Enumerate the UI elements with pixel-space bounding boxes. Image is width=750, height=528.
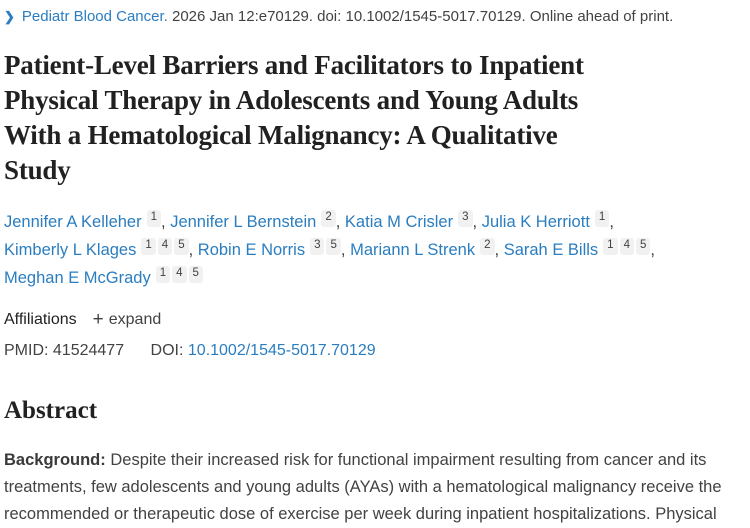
author: Kimberly L Klages 1 4 5, bbox=[4, 238, 194, 259]
affiliation-sup-badge[interactable]: 5 bbox=[174, 238, 189, 255]
journal-link[interactable]: Pediatr Blood Cancer. bbox=[21, 8, 168, 25]
title-line: Study bbox=[4, 155, 71, 185]
background-label: Background: bbox=[4, 450, 106, 469]
author-link[interactable]: Robin E Norris bbox=[197, 241, 306, 259]
affiliation-sup-badge[interactable]: 2 bbox=[480, 238, 495, 255]
doi-group: DOI: 10.1002/1545-5017.70129 bbox=[151, 342, 376, 359]
author: Meghan E McGrady 1 4 5 bbox=[4, 266, 203, 287]
author-link[interactable]: Julia K Herriott bbox=[481, 213, 590, 231]
affiliation-sup-badge[interactable]: 1 bbox=[603, 238, 618, 255]
author: Robin E Norris 3 5, bbox=[197, 238, 346, 259]
author-link[interactable]: Katia M Crisler bbox=[344, 213, 454, 231]
author: Jennifer L Bernstein 2, bbox=[170, 210, 341, 231]
affiliation-sup-badge[interactable]: 5 bbox=[326, 238, 341, 255]
author-separator: , bbox=[472, 213, 478, 231]
author-link[interactable]: Mariann L Strenk bbox=[350, 241, 476, 259]
affiliation-sup-badge[interactable]: 1 bbox=[155, 266, 171, 283]
citation-bar: ❯ Pediatr Blood Cancer. 2026 Jan 12:e7012… bbox=[4, 7, 742, 27]
author-separator: , bbox=[650, 241, 655, 259]
citation-details: 2026 Jan 12:e70129. doi: 10.1002/1545-50… bbox=[167, 8, 674, 25]
chevron-right-icon: ❯ bbox=[4, 9, 15, 24]
expand-label: expand bbox=[108, 311, 162, 328]
author-separator: , bbox=[494, 241, 500, 259]
background-text: Despite their increased risk for functio… bbox=[4, 450, 722, 523]
affiliation-sup-badge[interactable]: 4 bbox=[619, 238, 634, 255]
author-separator: , bbox=[335, 213, 341, 231]
author: Katia M Crisler 3, bbox=[344, 210, 478, 231]
affiliation-sups: 2 bbox=[478, 238, 495, 259]
plus-icon: + bbox=[92, 309, 104, 330]
author: Jennifer A Kelleher 1, bbox=[4, 210, 166, 231]
expand-affiliations-button[interactable]: + expand bbox=[92, 309, 162, 330]
author-link[interactable]: Jennifer A Kelleher bbox=[4, 213, 142, 231]
affiliation-sup-badge[interactable]: 5 bbox=[188, 266, 203, 283]
affiliation-sups: 3 bbox=[456, 210, 473, 231]
affiliation-sup-badge[interactable]: 1 bbox=[594, 210, 610, 227]
affiliation-sups: 1 bbox=[593, 210, 610, 231]
pmid-value: 41524477 bbox=[52, 342, 125, 359]
author-link[interactable]: Meghan E McGrady bbox=[4, 269, 151, 287]
authors-list: Jennifer A Kelleher 1, Jennifer L Bernste… bbox=[4, 208, 716, 292]
affiliation-sup-badge[interactable]: 4 bbox=[172, 266, 187, 283]
title-line: With a Hematological Malignancy: A Quali… bbox=[4, 120, 558, 150]
identifiers-row: PMID: 41524477 DOI: 10.1002/1545-5017.70… bbox=[4, 340, 742, 362]
abstract-heading: Abstract bbox=[4, 397, 98, 424]
author: Mariann L Strenk 2, bbox=[350, 238, 500, 259]
affiliation-sup-badge[interactable]: 3 bbox=[310, 238, 325, 255]
author: Sarah E Bills 1 4 5, bbox=[503, 238, 655, 259]
affiliation-sup-badge[interactable]: 1 bbox=[141, 238, 156, 255]
affiliation-sup-badge[interactable]: 2 bbox=[321, 210, 336, 227]
title-line: Physical Therapy in Adolescents and Youn… bbox=[4, 85, 579, 115]
author-link[interactable]: Sarah E Bills bbox=[503, 241, 599, 259]
author-link[interactable]: Kimberly L Klages bbox=[4, 241, 137, 259]
affiliation-sup-badge[interactable]: 5 bbox=[635, 238, 651, 255]
affiliations-row: Affiliations + expand bbox=[4, 309, 742, 331]
author-separator: , bbox=[161, 213, 166, 231]
affiliation-sup-badge[interactable]: 1 bbox=[146, 210, 161, 227]
abstract-background-paragraph: Background: Despite their increased risk… bbox=[4, 447, 742, 528]
author: Julia K Herriott 1, bbox=[481, 210, 614, 231]
author-separator: , bbox=[340, 241, 346, 259]
affiliation-sups: 1 bbox=[145, 210, 161, 231]
author-separator: , bbox=[188, 241, 194, 259]
title-line: Patient-Level Barriers and Facilitators … bbox=[4, 50, 584, 80]
doi-link[interactable]: 10.1002/1545-5017.70129 bbox=[187, 342, 376, 359]
author-link[interactable]: Jennifer L Bernstein bbox=[170, 213, 317, 231]
affiliation-sup-badge[interactable]: 4 bbox=[157, 238, 173, 255]
author-separator: , bbox=[609, 213, 614, 231]
doi-label: DOI: bbox=[150, 342, 184, 359]
affiliation-sups: 2 bbox=[319, 210, 336, 231]
affiliation-sup-badge[interactable]: 3 bbox=[458, 210, 473, 227]
affiliations-label: Affiliations bbox=[4, 311, 77, 328]
pmid-label: PMID: bbox=[4, 342, 49, 359]
article-title: Patient-Level Barriers and Facilitators … bbox=[4, 48, 742, 188]
